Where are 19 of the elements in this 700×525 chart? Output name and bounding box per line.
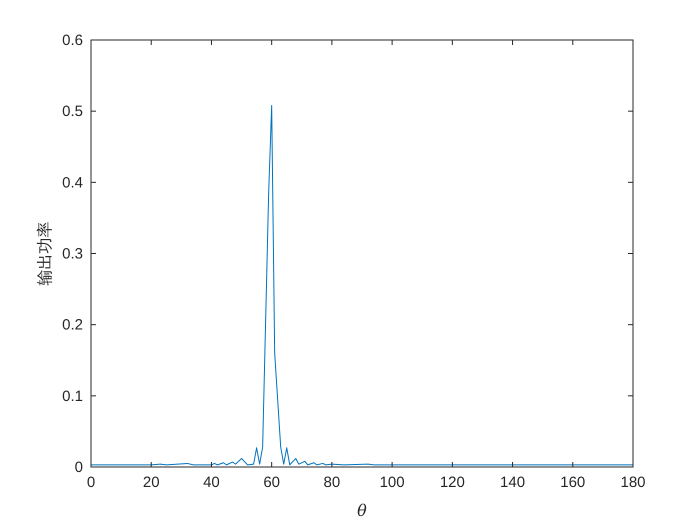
x-tick-label: 100	[380, 474, 405, 491]
x-tick-label: 180	[620, 474, 646, 491]
x-tick-label: 160	[560, 474, 586, 491]
y-tick-label: 0.1	[62, 388, 83, 405]
x-tick-label: 40	[203, 474, 220, 491]
y-tick-label: 0.3	[62, 246, 83, 262]
y-tick-label: 0	[74, 459, 83, 476]
x-tick-label: 120	[440, 474, 465, 491]
y-tick-label: 0.5	[62, 103, 83, 120]
x-axis-title: θ	[357, 501, 368, 520]
y-tick-label: 0.4	[62, 174, 83, 192]
x-tick-label: 0	[86, 474, 96, 491]
x-tick-label: 80	[324, 474, 340, 491]
x-tick-label: 20	[142, 474, 160, 491]
x-tick-label: 60	[263, 474, 280, 491]
y-axis-title: 输出功率	[35, 222, 54, 286]
x-tick-label: 140	[500, 474, 526, 491]
y-tick-label: 0.6	[62, 32, 83, 49]
y-tick-label: 0.2	[62, 316, 83, 334]
